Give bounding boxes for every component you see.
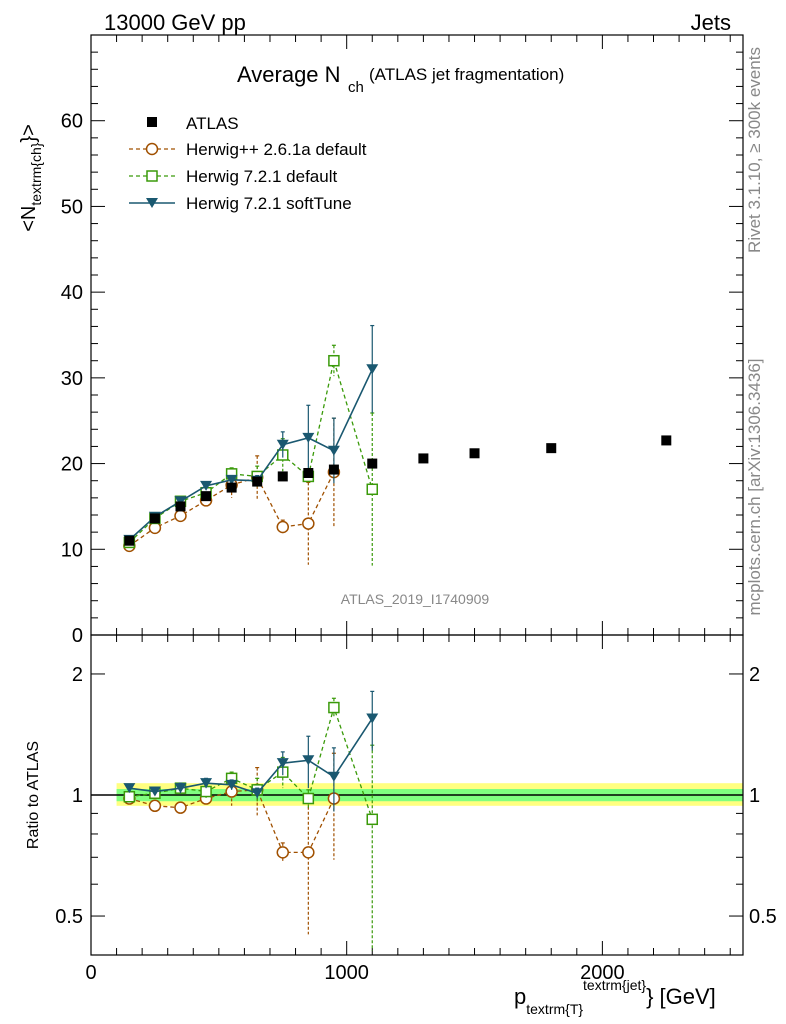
title-main: Average N [237, 62, 341, 87]
plot-title: Average N ch (ATLAS jet fragmentation) [237, 62, 564, 96]
top-softtune-point [174, 496, 187, 507]
top-softtune-point [366, 364, 379, 375]
top-softtune-point [302, 432, 315, 443]
ratio-softtune-point [251, 788, 264, 799]
ratio-softtune-point [327, 771, 340, 782]
legend-marker-herwigpp [145, 142, 159, 156]
x-tick-label: 1000 [324, 962, 369, 984]
x-axis-label: ptextrm{T}textrm{jet}} [GeV] [514, 977, 716, 1017]
xlabel-main: p [514, 984, 526, 1009]
legend-label-herwigpp: Herwig++ 2.6.1a default [186, 140, 367, 159]
y-tick-label-top: 0 [72, 625, 83, 647]
title-extra: (ATLAS jet fragmentation) [369, 65, 564, 84]
top-atlas-point [418, 453, 429, 464]
top-herwig721-point [366, 483, 379, 496]
top-atlas-point [546, 443, 557, 454]
legend-item-herwigpp: Herwig++ 2.6.1a default [129, 140, 367, 159]
top-atlas-point [661, 435, 672, 446]
legend-marker-atlas [147, 117, 157, 127]
ratio-softtune-point [276, 758, 289, 769]
ylabel-sub: textrm{ch} [28, 142, 44, 205]
svg-text:<Ntextrm{ch}}>: <Ntextrm{ch}}> [18, 124, 44, 232]
y-tick-label-ratio-right: 0.5 [749, 906, 777, 928]
rivet-label: Rivet 3.1.10, ≥ 300k events [745, 47, 764, 253]
top-softtune-point [327, 445, 340, 456]
legend-item-herwig721: Herwig 7.2.1 default [129, 167, 337, 186]
svg-text:ptextrm{T}textrm{jet}} [GeV]: ptextrm{T}textrm{jet}} [GeV] [514, 977, 716, 1017]
x-tick-label: 2000 [580, 962, 625, 984]
ratio-softtune-point [174, 783, 187, 794]
ratio-herwigpp-point [302, 846, 315, 859]
ratio-herwigpp-point [276, 846, 290, 859]
header-right-label: Jets [691, 10, 731, 35]
legend-label-herwig721: Herwig 7.2.1 default [186, 167, 337, 186]
top-atlas-point [124, 535, 135, 546]
title-sub: ch [348, 79, 364, 96]
ratio-softtune-point [123, 783, 136, 794]
ratio-herwig721-line [129, 705, 373, 820]
ratio-softtune-point [302, 755, 315, 766]
ylabel-main: <N [18, 206, 40, 232]
y-tick-label-top: 10 [61, 539, 83, 561]
top-atlas-point [328, 464, 339, 475]
top-softtune-point [225, 474, 238, 485]
top-herwigpp-point [276, 520, 290, 534]
xlabel-sup: textrm{jet} [583, 977, 646, 993]
ratio-herwig721-point [328, 701, 340, 714]
ratio-herwigpp-point [148, 799, 162, 813]
legend-label-softtune: Herwig 7.2.1 softTune [186, 194, 352, 213]
mcplots-label: mcplots.cern.ch [arXiv:1306.3436] [745, 358, 764, 615]
ratio-softtune-point [148, 786, 161, 797]
y-tick-label-top: 20 [61, 454, 83, 476]
y-tick-label-top: 60 [61, 111, 83, 133]
top-atlas-point [226, 482, 237, 493]
top-atlas-point [201, 491, 212, 502]
y-tick-label-ratio: 2 [72, 664, 83, 686]
top-atlas-point [149, 513, 160, 524]
y-tick-label-ratio: 1 [72, 785, 83, 807]
x-tick-label: 0 [85, 962, 96, 984]
analysis-watermark: ATLAS_2019_I1740909 [341, 591, 490, 607]
y-axis-label-ratio: Ratio to ATLAS [25, 741, 42, 849]
ratio-softtune-point [366, 713, 379, 724]
top-atlas-point [277, 471, 288, 482]
xlabel-end: } [GeV] [646, 984, 716, 1009]
y-tick-label-ratio-right: 1 [749, 785, 760, 807]
ratio-herwig721-point [123, 791, 136, 803]
y-tick-label-top: 40 [61, 282, 83, 304]
top-softtune-point [200, 480, 213, 491]
ratio-herwig721-point [366, 813, 379, 826]
y-axis-label-top: <Ntextrm{ch}}> [18, 124, 44, 232]
ratio-softtune-point [225, 779, 238, 790]
top-atlas-point [175, 501, 186, 512]
legend-marker-herwig721 [146, 170, 158, 182]
top-atlas-point [252, 476, 263, 487]
top-atlas-point [469, 448, 480, 459]
top-softtune-line [128, 368, 373, 541]
top-herwigpp-point [302, 517, 315, 530]
top-herwigpp-point [174, 509, 187, 523]
legend-marker-softtune [146, 198, 158, 208]
top-softtune-point [276, 439, 289, 450]
header-left-label: 13000 GeV pp [104, 10, 246, 35]
top-herwig721-point [328, 354, 340, 367]
xlabel-sub: textrm{T} [526, 1001, 583, 1017]
y-tick-label-top: 30 [61, 368, 83, 390]
ratio-softtune-point [200, 778, 213, 789]
y-tick-label-ratio-right: 2 [749, 664, 760, 686]
top-atlas-point [367, 458, 378, 469]
ylabel-end: }> [18, 124, 40, 142]
legend: ATLAS Herwig++ 2.6.1a default Herwig 7.2… [129, 114, 367, 213]
y-tick-label-top: 50 [61, 196, 83, 218]
top-atlas-point [303, 468, 314, 478]
ratio-softtune-line [129, 718, 373, 795]
ratio-herwig721-point [302, 792, 315, 805]
y-tick-label-ratio: 0.5 [55, 906, 83, 928]
legend-label-atlas: ATLAS [186, 114, 239, 133]
legend-item-atlas: ATLAS [147, 114, 239, 133]
ratio-herwigpp-point [174, 801, 187, 814]
legend-item-softtune: Herwig 7.2.1 softTune [129, 194, 352, 213]
